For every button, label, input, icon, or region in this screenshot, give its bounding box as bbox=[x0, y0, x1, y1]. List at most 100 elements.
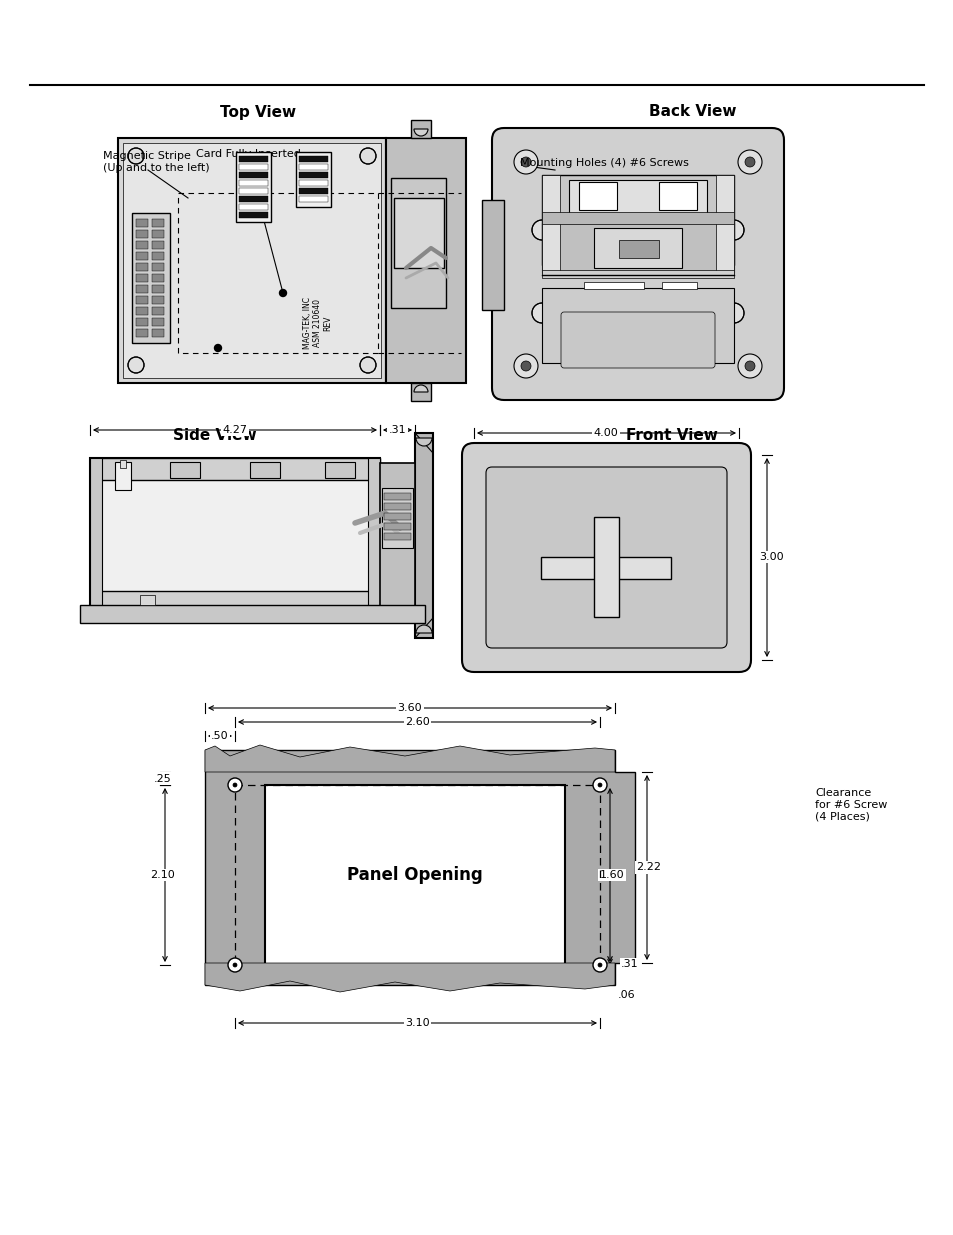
Circle shape bbox=[532, 220, 552, 240]
Circle shape bbox=[514, 354, 537, 378]
Circle shape bbox=[598, 963, 601, 967]
Text: REV: REV bbox=[323, 315, 333, 331]
Bar bbox=[136, 241, 148, 249]
Text: .06: .06 bbox=[618, 990, 635, 1000]
Bar bbox=[298, 180, 328, 186]
Bar bbox=[250, 462, 280, 478]
Bar bbox=[90, 458, 102, 613]
Bar bbox=[295, 152, 331, 207]
Bar bbox=[384, 513, 411, 520]
Bar bbox=[170, 462, 200, 478]
Bar bbox=[239, 172, 268, 178]
Bar bbox=[136, 252, 148, 261]
Bar bbox=[152, 219, 164, 227]
Bar bbox=[152, 274, 164, 282]
Circle shape bbox=[359, 148, 375, 164]
Bar bbox=[583, 282, 643, 289]
Bar bbox=[384, 503, 411, 510]
Bar bbox=[132, 212, 170, 343]
Polygon shape bbox=[205, 750, 635, 986]
Circle shape bbox=[520, 361, 531, 370]
Bar bbox=[384, 493, 411, 500]
Bar bbox=[594, 517, 618, 618]
Circle shape bbox=[128, 148, 144, 164]
Circle shape bbox=[520, 157, 531, 167]
Text: 3.00: 3.00 bbox=[759, 552, 783, 562]
Wedge shape bbox=[416, 438, 432, 446]
Text: Clearance
for #6 Screw
(4 Places): Clearance for #6 Screw (4 Places) bbox=[814, 788, 886, 821]
Bar bbox=[239, 204, 268, 210]
Bar bbox=[152, 308, 164, 315]
Bar bbox=[391, 178, 446, 308]
Polygon shape bbox=[205, 745, 615, 772]
Bar bbox=[136, 308, 148, 315]
Text: Back View: Back View bbox=[649, 105, 736, 120]
Circle shape bbox=[593, 778, 606, 792]
Circle shape bbox=[723, 220, 743, 240]
Circle shape bbox=[598, 783, 601, 787]
FancyBboxPatch shape bbox=[560, 312, 714, 368]
Bar bbox=[594, 228, 681, 268]
Bar bbox=[540, 557, 670, 579]
Bar bbox=[140, 595, 154, 605]
Bar bbox=[90, 458, 379, 613]
Bar bbox=[136, 285, 148, 293]
Bar bbox=[123, 143, 380, 378]
Bar bbox=[152, 285, 164, 293]
Wedge shape bbox=[416, 625, 432, 634]
Bar bbox=[379, 463, 415, 608]
Bar bbox=[411, 120, 431, 138]
Text: Top View: Top View bbox=[220, 105, 295, 120]
Text: .50: .50 bbox=[211, 731, 229, 741]
Text: Panel Opening: Panel Opening bbox=[347, 866, 482, 884]
Circle shape bbox=[514, 149, 537, 174]
Wedge shape bbox=[414, 128, 428, 136]
Bar bbox=[136, 317, 148, 326]
Text: 2.60: 2.60 bbox=[405, 718, 430, 727]
Bar bbox=[716, 175, 733, 275]
Text: 4.27: 4.27 bbox=[222, 425, 247, 435]
Bar bbox=[136, 230, 148, 238]
Bar bbox=[578, 182, 617, 210]
Bar bbox=[659, 182, 697, 210]
Circle shape bbox=[532, 303, 552, 324]
Text: 2.22: 2.22 bbox=[636, 862, 660, 872]
Text: MAG-TEK, INC: MAG-TEK, INC bbox=[303, 296, 313, 350]
Bar bbox=[136, 219, 148, 227]
Bar bbox=[541, 212, 733, 224]
Bar bbox=[152, 317, 164, 326]
Text: .25: .25 bbox=[154, 773, 172, 783]
Bar bbox=[239, 156, 268, 162]
Circle shape bbox=[233, 783, 236, 787]
Circle shape bbox=[233, 963, 236, 967]
Bar bbox=[152, 263, 164, 270]
Text: Side View: Side View bbox=[173, 427, 256, 442]
Bar bbox=[541, 175, 559, 275]
Bar bbox=[90, 592, 379, 613]
Bar bbox=[152, 329, 164, 337]
Bar bbox=[386, 138, 465, 383]
Bar bbox=[541, 175, 733, 266]
Circle shape bbox=[359, 357, 375, 373]
Bar bbox=[120, 459, 126, 468]
Bar bbox=[239, 188, 268, 194]
Bar bbox=[239, 212, 268, 219]
Bar bbox=[239, 180, 268, 186]
Bar bbox=[136, 263, 148, 270]
Text: .31: .31 bbox=[620, 960, 639, 969]
Bar bbox=[265, 785, 564, 965]
Text: 3.10: 3.10 bbox=[405, 1018, 430, 1028]
Bar bbox=[384, 522, 411, 530]
Bar bbox=[298, 188, 328, 194]
Bar bbox=[80, 605, 424, 622]
Bar bbox=[90, 458, 379, 480]
Bar bbox=[152, 241, 164, 249]
Bar bbox=[298, 164, 328, 170]
Text: 2.10: 2.10 bbox=[151, 869, 175, 881]
Bar bbox=[661, 282, 697, 289]
Bar bbox=[541, 288, 733, 363]
Bar bbox=[481, 200, 503, 310]
Circle shape bbox=[214, 345, 221, 352]
Bar bbox=[136, 296, 148, 304]
Circle shape bbox=[723, 303, 743, 324]
